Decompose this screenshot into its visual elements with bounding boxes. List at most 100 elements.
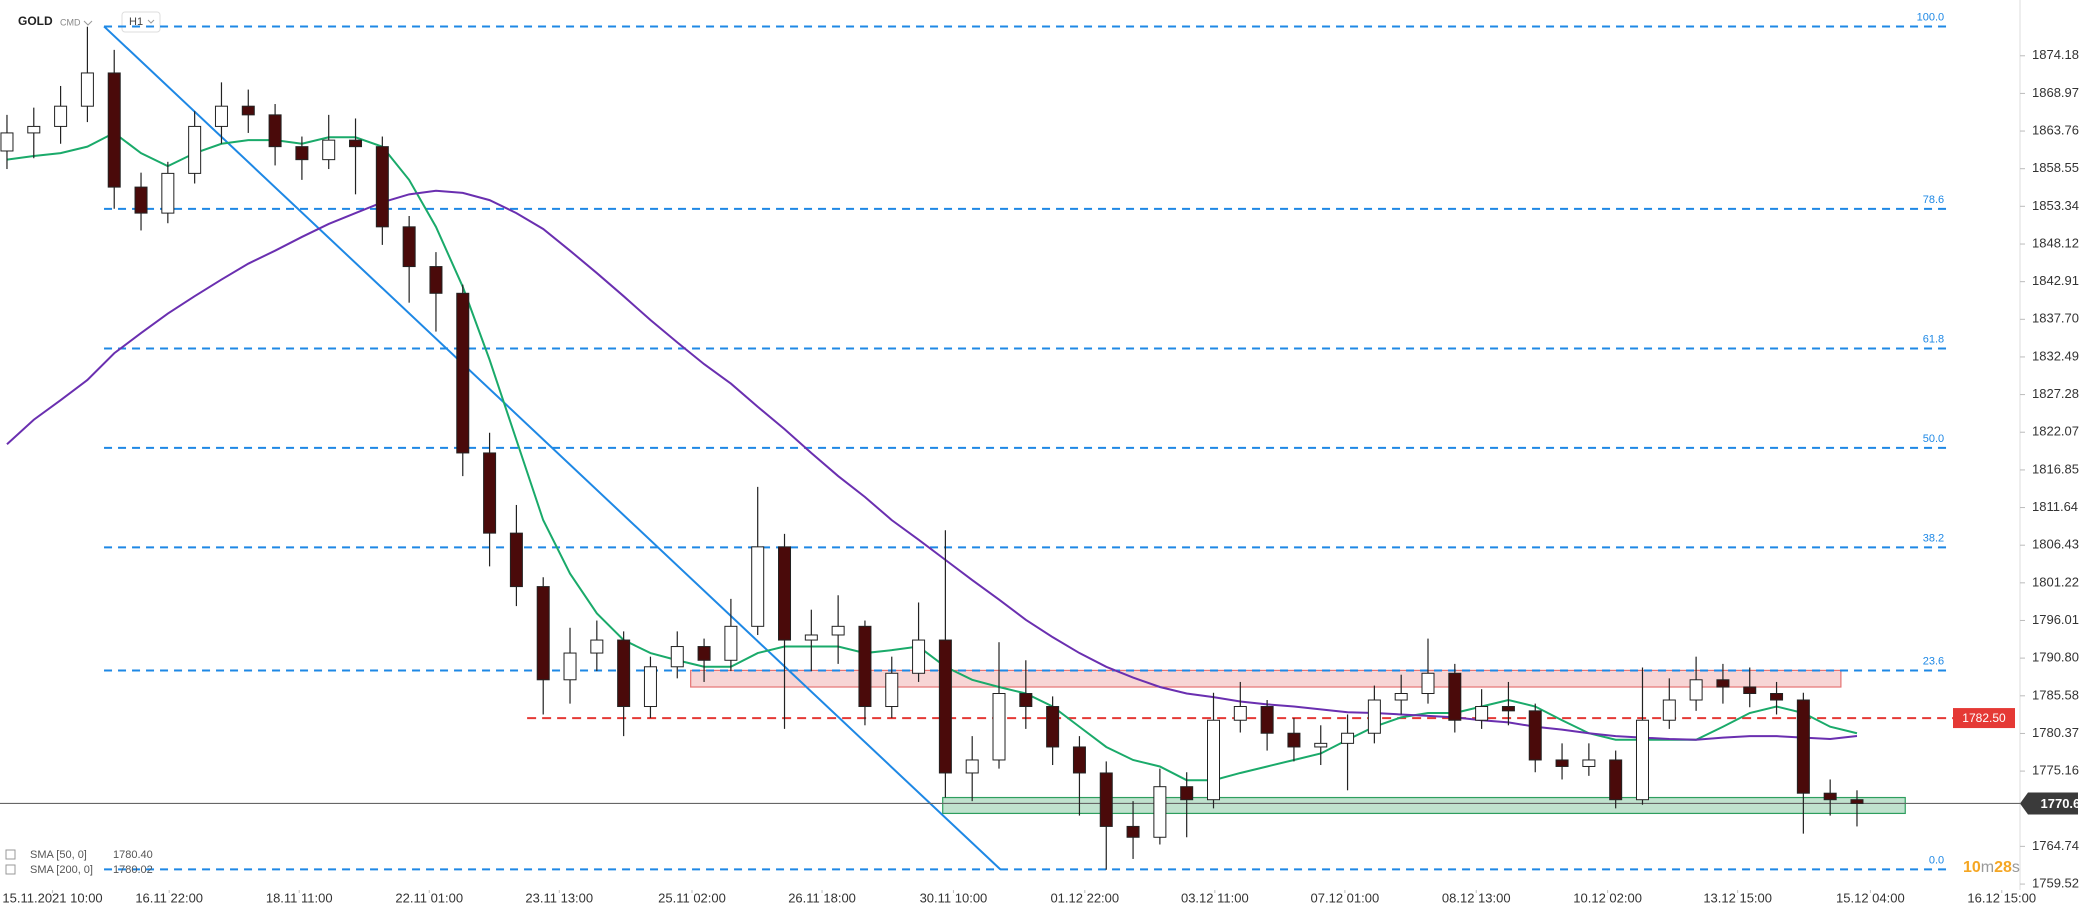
- x-tick-label: 15.12 04:00: [1836, 890, 1905, 905]
- candle-body: [1796, 699, 1810, 794]
- candle-body: [1770, 693, 1784, 701]
- countdown-part: 10: [1963, 859, 1981, 876]
- y-tick-label: 1822.07: [2032, 424, 2079, 439]
- fib-label: 0.0: [1929, 854, 1944, 866]
- countdown: 10m28s: [1963, 859, 2020, 876]
- zone: [690, 669, 1842, 688]
- candle-body: [429, 266, 443, 294]
- y-tick-label: 1806.43: [2032, 537, 2079, 552]
- y-tick-label: 1796.01: [2032, 612, 2079, 627]
- last-price-box: [2020, 792, 2078, 815]
- candle-body: [402, 226, 416, 268]
- zone: [942, 796, 1906, 815]
- y-tick-label: 1827.28: [2032, 386, 2079, 401]
- x-tick-label: 08.12 13:00: [1442, 890, 1511, 905]
- candle-body: [670, 646, 684, 668]
- candle-body: [1287, 732, 1301, 748]
- candle-body: [322, 139, 336, 161]
- candle-body: [1126, 825, 1140, 838]
- candle-body: [1314, 742, 1328, 748]
- candle-body: [1207, 719, 1221, 801]
- x-tick-label: 18.11 11:00: [266, 890, 333, 905]
- countdown-part: m: [1981, 859, 1994, 876]
- dropdown-icon: [83, 20, 93, 26]
- candle-body: [992, 693, 1006, 761]
- x-tick-label: 15.11.2021 10:00: [2, 890, 102, 905]
- candle-body: [349, 139, 363, 148]
- candle-body: [1555, 759, 1569, 767]
- y-tick-label: 1858.55: [2032, 160, 2079, 175]
- y-tick-label: 1842.91: [2032, 273, 2079, 288]
- y-tick-label: 1790.80: [2032, 650, 2079, 665]
- legend-value: 1780.40: [113, 849, 153, 861]
- candle-body: [617, 639, 631, 708]
- candle-body: [1180, 786, 1194, 801]
- y-tick-label: 1816.85: [2032, 461, 2079, 476]
- candle-body: [1609, 759, 1623, 801]
- candle-body: [643, 666, 657, 708]
- candle-body: [1743, 686, 1757, 695]
- x-tick-label: 16.12 15:00: [1967, 890, 2036, 905]
- candle-body: [0, 132, 14, 152]
- candle-body: [1475, 706, 1489, 721]
- candle-body: [804, 634, 818, 641]
- x-tick-label: 01.12 22:00: [1050, 890, 1119, 905]
- candle-body: [1233, 706, 1247, 721]
- candle-body: [1153, 786, 1167, 838]
- sma-line: [6, 189, 1858, 741]
- fib-label: 78.6: [1923, 194, 1944, 206]
- candle-body: [214, 105, 228, 127]
- candle-body: [536, 586, 550, 681]
- y-tick-label: 1848.12: [2032, 235, 2079, 250]
- legend-icon: [5, 849, 16, 860]
- candle-body: [912, 639, 926, 674]
- candle-body: [965, 759, 979, 774]
- y-tick-label: 1801.22: [2032, 574, 2079, 589]
- candle-body: [134, 186, 148, 214]
- candle-body: [1582, 759, 1596, 767]
- y-tick-label: 1780.37: [2032, 725, 2079, 740]
- candle-body: [295, 146, 309, 161]
- y-tick-label: 1759.52: [2032, 876, 2079, 891]
- candle-body: [1421, 672, 1435, 695]
- candle-body: [188, 125, 202, 174]
- y-tick-label: 1832.49: [2032, 348, 2079, 363]
- y-tick-label: 1863.76: [2032, 122, 2079, 137]
- candle-body: [27, 125, 41, 134]
- candle-body: [1501, 706, 1515, 712]
- candle-body: [1099, 772, 1113, 827]
- candle-body: [483, 452, 497, 534]
- y-tick-label: 1853.34: [2032, 198, 2079, 213]
- trendline: [103, 25, 1002, 871]
- countdown-part: 28: [1994, 859, 2012, 876]
- x-tick-label: 03.12 11:00: [1181, 890, 1249, 905]
- market[interactable]: CMD: [60, 17, 81, 27]
- y-tick-label: 1837.70: [2032, 311, 2079, 326]
- symbol: GOLD: [18, 14, 53, 28]
- x-tick-label: 25.11 02:00: [658, 890, 726, 905]
- candle-body: [831, 625, 845, 636]
- candle-body: [885, 672, 899, 708]
- dropdown-icon: [147, 19, 155, 24]
- candle-body: [107, 72, 121, 188]
- candle-body: [80, 72, 94, 107]
- fib-label: 23.6: [1923, 655, 1944, 667]
- x-tick-label: 10.12 02:00: [1573, 890, 1642, 905]
- candle-body: [1072, 746, 1086, 774]
- x-tick-label: 07.12 01:00: [1311, 890, 1380, 905]
- candle-body: [509, 532, 523, 588]
- candle-body: [724, 625, 738, 661]
- y-tick-label: 1811.64: [2032, 499, 2078, 514]
- legend-icon: [5, 864, 16, 875]
- y-tick-label: 1874.18: [2032, 47, 2079, 62]
- candle-body: [1367, 699, 1381, 734]
- interval[interactable]: H1: [129, 16, 143, 28]
- sma-line: [6, 131, 1858, 782]
- candle-body: [1662, 699, 1676, 721]
- x-tick-label: 16.11 22:00: [135, 890, 203, 905]
- candle-body: [456, 292, 470, 454]
- candle-body: [1689, 679, 1703, 701]
- y-tick-label: 1764.74: [2032, 838, 2079, 853]
- y-tick-label: 1785.58: [2032, 687, 2079, 702]
